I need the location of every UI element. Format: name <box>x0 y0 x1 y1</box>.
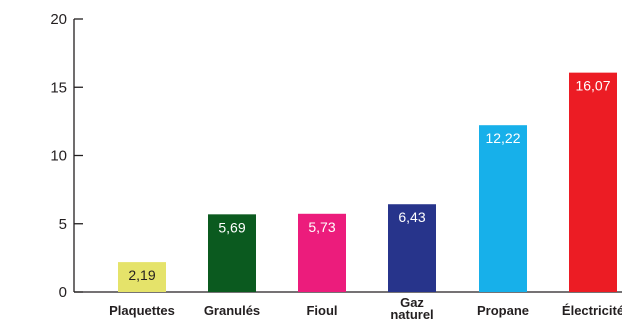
data-label: 2,19 <box>128 267 155 283</box>
x-tick-label: Fioul <box>306 303 337 318</box>
bar <box>118 262 166 292</box>
bar <box>208 214 256 292</box>
x-tick-label: Électricité <box>562 303 622 318</box>
data-label: 16,07 <box>575 78 610 94</box>
category-labels: Plaquettes Granulés Fioul Gaz naturel Propane… <box>109 295 622 322</box>
y-tick-label: 10 <box>50 148 67 165</box>
x-tick-label: Gaz naturel <box>390 295 433 322</box>
bar <box>569 72 617 292</box>
y-tick-label: 5 <box>59 216 67 233</box>
x-tick-label: Plaquettes <box>109 303 175 318</box>
value-labels: 2,19 5,69 5,73 6,43 12,22 16,07 <box>128 78 610 283</box>
data-label: 6,43 <box>398 209 425 225</box>
bar <box>298 213 346 292</box>
bar <box>388 204 436 292</box>
y-tick-label: 0 <box>59 284 67 301</box>
y-tick-label: 20 <box>50 11 67 28</box>
x-tick-label: Propane <box>477 303 529 318</box>
data-label: 5,73 <box>308 219 335 235</box>
bars <box>118 72 617 293</box>
bar <box>479 125 527 293</box>
data-label: 12,22 <box>485 130 520 146</box>
data-label: 5,69 <box>218 219 245 235</box>
y-tick-label: 15 <box>50 79 67 96</box>
x-tick-label: Granulés <box>204 303 260 318</box>
